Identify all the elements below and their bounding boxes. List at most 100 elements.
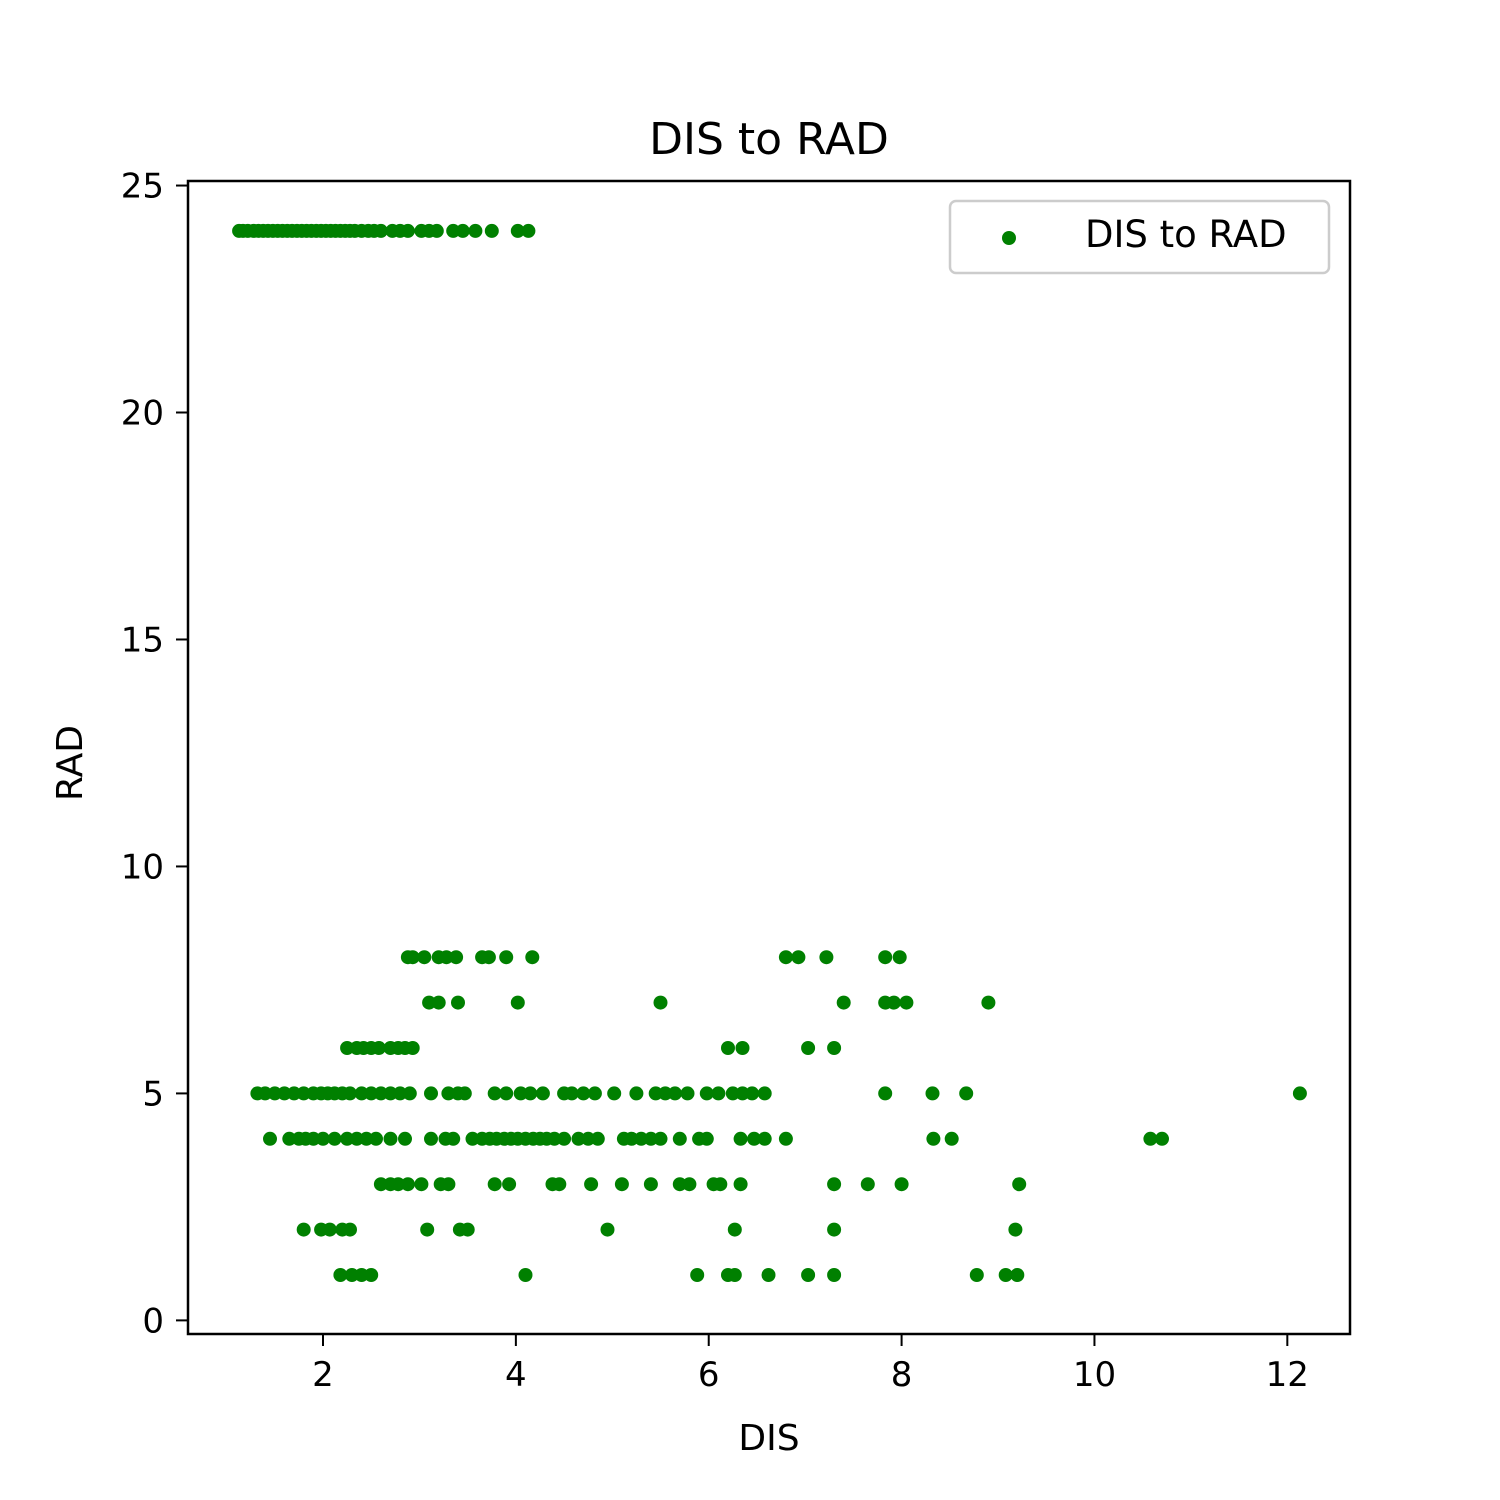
y-tick-label: 10 [121,847,164,887]
data-point [405,950,420,965]
data-point [624,1131,639,1146]
data-point [349,1131,364,1146]
data-point [727,1222,742,1237]
data-point [354,1086,369,1101]
data-point [446,223,461,238]
data-point [590,1131,605,1146]
data-point [1012,1177,1027,1192]
data-point [648,1086,663,1101]
y-tick-label: 5 [142,1074,164,1114]
data-point [455,223,470,238]
data-point [414,1177,429,1192]
data-point [282,1131,297,1146]
data-point [699,1086,714,1101]
data-point [354,1268,369,1282]
data-point [1008,1222,1023,1237]
data-point [424,1086,438,1101]
data-point [441,1086,456,1101]
data-point [584,1177,599,1192]
data-point [653,1131,668,1146]
y-axis-ticks: 0 5 10 15 20 25 [121,167,188,1341]
legend-box [948,199,1331,275]
data-point [564,1086,579,1101]
data-point [306,1131,321,1146]
legend-label: DIS to RAD [1085,213,1287,256]
data-point [658,1086,673,1101]
data-point [801,1041,816,1055]
data-point [322,1222,337,1237]
data-point [400,223,415,238]
data-point [571,1131,586,1146]
data-point [359,1131,374,1146]
data-point [614,1177,629,1192]
data-point [481,950,496,965]
data-point [431,995,446,1010]
data-point [547,1131,562,1146]
data-point [576,1086,591,1101]
y-tick-label: 25 [121,167,164,207]
data-point [518,1268,533,1282]
data-point [1143,1131,1158,1146]
data-point [420,1222,435,1237]
data-point [371,1041,386,1055]
data-point [643,1177,658,1192]
data-point [487,1177,502,1192]
x-tick-label: 10 [1073,1355,1116,1395]
data-point [258,1086,273,1101]
data-point [487,1086,502,1101]
x-tick-label: 8 [891,1355,913,1395]
data-point [393,1086,408,1101]
data-point [405,1041,420,1055]
y-tick-label: 15 [121,620,164,660]
data-point [535,1086,550,1101]
data-point [600,1222,615,1237]
data-point [1155,1131,1169,1146]
data-point [819,950,834,965]
data-point [391,1177,406,1192]
data-point [827,1268,842,1282]
data-point [757,1086,772,1101]
data-point [778,1131,793,1146]
plot-area-frame [186,179,1352,1336]
data-point [735,1041,750,1055]
data-point [899,995,914,1010]
data-point [340,1041,355,1055]
data-point [682,1177,697,1192]
data-point [827,1041,842,1055]
data-point [398,1131,412,1146]
data-point [383,1086,398,1101]
data-point [343,1222,357,1237]
data-point [439,950,454,965]
data-point [373,1086,388,1101]
y-tick-label: 20 [121,394,164,434]
legend: DIS to RAD [948,199,1331,275]
data-point [557,1131,572,1146]
data-point [959,1086,974,1101]
data-point [296,1222,311,1237]
data-point [499,1086,514,1101]
data-point [460,1222,475,1237]
legend-marker [1002,231,1016,245]
data-point [607,1086,622,1101]
data-point [713,1177,728,1192]
scatter-points [232,223,1307,1282]
data-point [791,950,806,965]
data-point [711,1086,726,1101]
data-point [761,1268,776,1282]
data-point [513,1086,528,1101]
data-point [296,1086,311,1101]
data-point [364,1086,379,1101]
data-point [502,1177,517,1192]
data-point [523,1086,538,1101]
data-point [860,1177,875,1192]
data-point [672,1177,687,1192]
data-point [1292,1086,1307,1101]
data-point [424,1131,438,1146]
data-point [757,1131,772,1146]
data-point [468,223,483,238]
data-point [629,1086,644,1101]
data-point [672,1131,687,1146]
data-point [417,950,432,965]
data-point [267,1086,282,1101]
